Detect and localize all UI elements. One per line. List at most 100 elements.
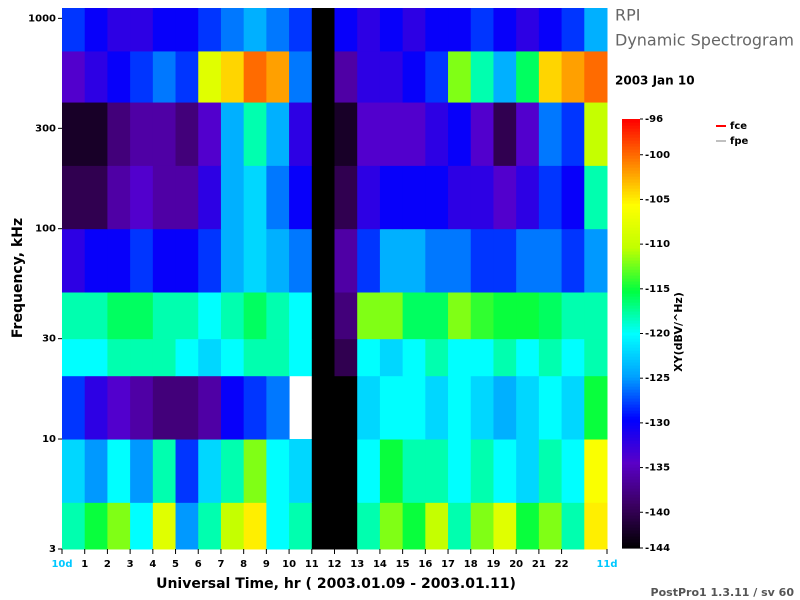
heatmap-cell bbox=[516, 8, 540, 52]
heatmap-cell bbox=[130, 228, 154, 293]
heatmap-cell bbox=[198, 228, 222, 293]
colorbar-step bbox=[622, 320, 640, 324]
heatmap-cell bbox=[130, 50, 154, 103]
colorbar-step bbox=[622, 491, 640, 495]
colorbar-step bbox=[622, 341, 640, 345]
heatmap-cell bbox=[334, 338, 358, 377]
heatmap-cell bbox=[538, 292, 563, 340]
colorbar-step bbox=[622, 455, 640, 459]
colorbar-step bbox=[622, 314, 640, 318]
colorbar-step bbox=[622, 443, 640, 447]
heatmap-cell bbox=[561, 102, 585, 166]
colorbar-step bbox=[622, 437, 640, 441]
heatmap-cell bbox=[493, 50, 517, 103]
heatmap-cell bbox=[289, 8, 313, 52]
colorbar-step bbox=[622, 134, 640, 138]
heatmap-cell bbox=[334, 292, 358, 340]
colorbar-step bbox=[622, 146, 640, 150]
colorbar-step bbox=[622, 467, 640, 471]
colorbar-step bbox=[622, 413, 640, 417]
heatmap-cell bbox=[107, 292, 131, 340]
heatmap-cell bbox=[538, 375, 563, 440]
heatmap-cell bbox=[62, 375, 86, 440]
x-tick-label: 16 bbox=[418, 559, 432, 570]
heatmap-cell bbox=[62, 292, 86, 340]
colorbar-tick-label: -125 bbox=[645, 373, 670, 384]
colorbar-step bbox=[622, 275, 640, 279]
x-tick-label: 11 bbox=[305, 559, 319, 570]
x-tick-label: 13 bbox=[350, 559, 364, 570]
heatmap-cell bbox=[538, 102, 563, 166]
colorbar-step bbox=[622, 515, 640, 519]
heatmap-cell bbox=[152, 102, 177, 166]
heatmap-cell bbox=[334, 439, 358, 503]
colorbar-step bbox=[622, 482, 640, 486]
heatmap-cell bbox=[493, 102, 517, 166]
colorbar-step bbox=[622, 419, 640, 423]
heatmap-cell bbox=[402, 228, 426, 293]
colorbar-step bbox=[622, 422, 640, 426]
x-tick-label: 6 bbox=[195, 559, 202, 570]
heatmap-cell bbox=[198, 502, 222, 550]
heatmap-cell bbox=[516, 292, 540, 340]
heatmap-cell bbox=[334, 50, 358, 103]
heatmap-cell bbox=[470, 439, 494, 503]
x-tick-label: 1 bbox=[81, 559, 88, 570]
heatmap-cell bbox=[561, 502, 585, 550]
heatmap-cell bbox=[357, 502, 381, 550]
heatmap-cell bbox=[379, 165, 404, 230]
heatmap-cell bbox=[470, 102, 494, 166]
heatmap-cell bbox=[357, 8, 381, 52]
colorbar-step bbox=[622, 497, 640, 501]
colorbar-step bbox=[622, 440, 640, 444]
heatmap-cell bbox=[107, 338, 131, 377]
colorbar-step bbox=[622, 236, 640, 240]
heatmap-cell bbox=[425, 228, 449, 293]
date-label: 2003 Jan 10 bbox=[615, 74, 695, 88]
heatmap-cell bbox=[425, 439, 449, 503]
colorbar-step bbox=[622, 152, 640, 156]
colorbar-tick-label: -96 bbox=[645, 114, 663, 125]
colorbar-step bbox=[622, 335, 640, 339]
heatmap-cell bbox=[152, 502, 177, 550]
heatmap-cell bbox=[311, 102, 335, 166]
heatmap-cell bbox=[516, 502, 540, 550]
colorbar-step bbox=[622, 215, 640, 219]
colorbar-step bbox=[622, 161, 640, 165]
colorbar-step bbox=[622, 392, 640, 396]
colorbar-step bbox=[622, 227, 640, 231]
heatmap-cell bbox=[84, 502, 108, 550]
colorbar-step bbox=[622, 242, 640, 246]
colorbar-label: XY(dBV/^Hz) bbox=[672, 292, 685, 372]
colorbar-step bbox=[622, 536, 640, 540]
heatmap-cell bbox=[62, 165, 86, 230]
heatmap-cell bbox=[152, 292, 177, 340]
heatmap-cell bbox=[357, 292, 381, 340]
heatmap-cell bbox=[470, 338, 494, 377]
heatmap-cell bbox=[266, 292, 290, 340]
heatmap-cell bbox=[220, 50, 245, 103]
heatmap-cell bbox=[107, 502, 131, 550]
heatmap-cell bbox=[243, 292, 267, 340]
colorbar-step bbox=[622, 338, 640, 342]
heatmap-cell bbox=[152, 338, 177, 377]
heatmap-cell bbox=[62, 502, 86, 550]
heatmap-cell bbox=[243, 50, 267, 103]
heatmap-cell bbox=[357, 375, 381, 440]
colorbar-step bbox=[622, 281, 640, 285]
heatmap-cell bbox=[402, 165, 426, 230]
heatmap-cell bbox=[538, 228, 563, 293]
heatmap-cell bbox=[266, 8, 290, 52]
heatmap-cell bbox=[220, 338, 245, 377]
heatmap-cell bbox=[220, 502, 245, 550]
heatmap-cell bbox=[311, 228, 335, 293]
colorbar-step bbox=[622, 386, 640, 390]
colorbar-tick-label: -135 bbox=[645, 463, 670, 474]
colorbar-step bbox=[622, 317, 640, 321]
heatmap-cell bbox=[175, 228, 199, 293]
heatmap-cell bbox=[493, 228, 517, 293]
heatmap-cell bbox=[84, 375, 108, 440]
heatmap-cell bbox=[107, 165, 131, 230]
heatmap-cell bbox=[561, 165, 585, 230]
heatmap-cell bbox=[130, 502, 154, 550]
